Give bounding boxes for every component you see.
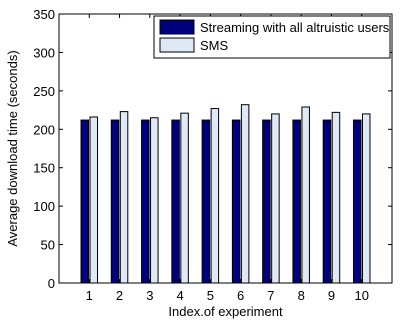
x-tick-label: 2: [116, 288, 123, 303]
y-tick-label: 0: [48, 276, 55, 291]
y-tick-label: 150: [33, 161, 55, 176]
bar-sms: [210, 108, 220, 284]
y-tick-label: 50: [41, 238, 55, 253]
bar-streaming: [80, 119, 90, 284]
bar-sms: [89, 116, 99, 284]
bar-streaming: [292, 119, 301, 284]
bar-streaming: [262, 119, 271, 284]
bar-streaming: [352, 119, 362, 284]
y-tick-label: 200: [33, 122, 55, 137]
x-tick-label: 3: [146, 288, 153, 303]
bar-streaming: [201, 119, 211, 284]
bars-group: [80, 104, 371, 284]
bar-streaming: [322, 119, 332, 284]
x-tick-label: 1: [86, 288, 93, 303]
y-tick-label: 300: [33, 45, 55, 60]
bar-sms: [119, 111, 129, 284]
x-tick-label: 7: [267, 288, 274, 303]
x-tick-label: 5: [207, 288, 214, 303]
y-axis-label: Average download time (seconds): [5, 50, 20, 246]
y-axis-ticks: 0 50 100 150 200 250 300 350: [33, 7, 392, 291]
legend-swatch-streaming: [159, 19, 195, 35]
bar-streaming: [231, 119, 241, 284]
y-tick-label: 100: [33, 199, 55, 214]
legend-swatch-sms: [159, 37, 195, 53]
bar-streaming: [141, 119, 150, 284]
x-tick-label: 9: [328, 288, 335, 303]
x-tick-label: 8: [298, 288, 305, 303]
bar-sms: [271, 113, 280, 284]
legend-label-sms: SMS: [200, 38, 229, 53]
y-tick-label: 250: [33, 84, 55, 99]
y-tick-label: 350: [33, 7, 55, 22]
x-axis-label: Index.of experiment: [168, 304, 283, 319]
x-tick-label: 6: [237, 288, 244, 303]
x-tick-label: 10: [354, 288, 368, 303]
legend-label-streaming: Streaming with all altruistic users: [200, 20, 390, 35]
bar-streaming: [171, 119, 180, 284]
legend: Streaming with all altruistic users SMS: [153, 15, 391, 59]
bar-sms: [331, 111, 341, 284]
bar-sms: [180, 112, 189, 284]
bar-streaming: [110, 119, 120, 284]
bar-sms: [150, 117, 159, 284]
bar-sms: [361, 113, 371, 284]
bar-sms: [301, 106, 310, 284]
plot-frame: [58, 13, 393, 284]
bar-sms: [240, 104, 250, 284]
x-tick-label: 4: [176, 288, 183, 303]
